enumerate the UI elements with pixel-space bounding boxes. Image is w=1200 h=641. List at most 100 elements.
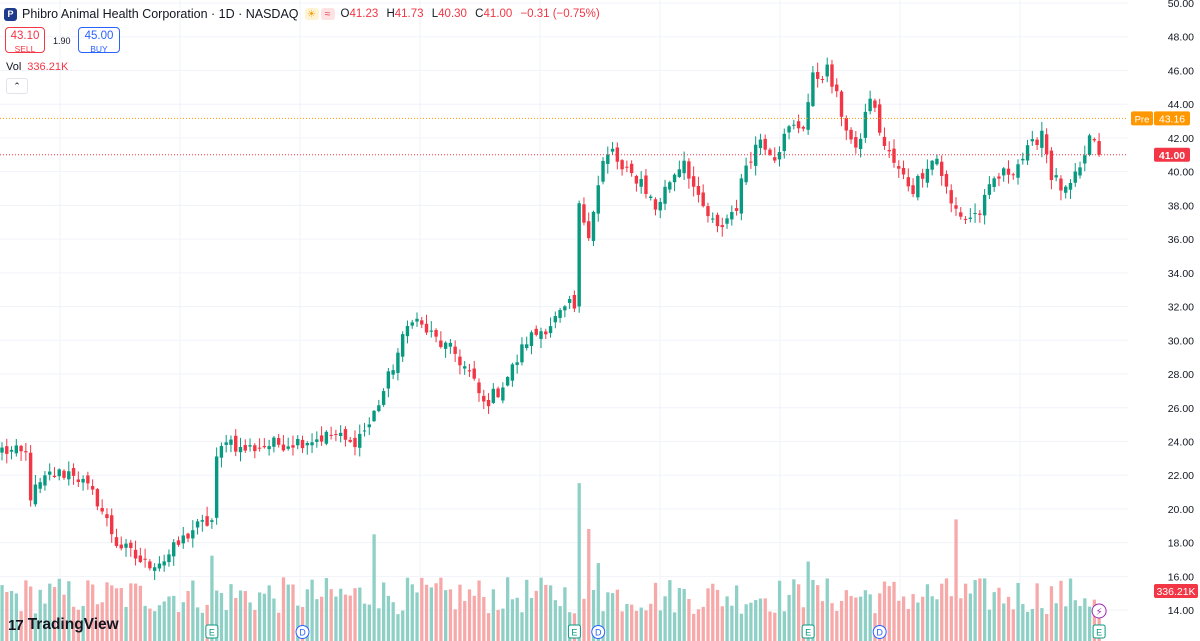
candle-body (1040, 130, 1044, 148)
volume-bar (415, 592, 419, 641)
volume-bar (339, 588, 343, 641)
low-value: 40.30 (438, 8, 467, 20)
volume-bar (930, 596, 934, 641)
volume-bar (711, 583, 715, 641)
candle-body (324, 431, 329, 444)
sell-button[interactable]: 43.10 SELL (5, 27, 45, 53)
candle-body (582, 204, 586, 223)
candle-body (959, 212, 963, 217)
volume-bar (525, 579, 529, 641)
candle-body (649, 196, 653, 199)
volume-bar (57, 578, 61, 641)
volume-bar (610, 593, 615, 641)
volume-bar (692, 613, 696, 641)
volume-bar (596, 563, 600, 641)
candle-body (176, 540, 181, 545)
company-logo-icon: P (4, 7, 17, 21)
volume-bar (86, 580, 90, 641)
volume-bar (1006, 596, 1011, 641)
volume-bar (1078, 606, 1082, 641)
buy-label: BUY (90, 43, 108, 54)
candle-body (763, 138, 767, 150)
volume-legend[interactable]: Vol 336.21K (6, 61, 68, 73)
volume-bar (14, 593, 19, 641)
volume-bar (1073, 600, 1077, 641)
volume-bar (859, 596, 863, 641)
candle-body (610, 148, 615, 152)
candle-body (181, 535, 185, 544)
candle-body (539, 331, 543, 339)
volume-bar (172, 595, 176, 641)
candle-body (67, 471, 71, 480)
y-tick-label: 38.00 (1168, 200, 1194, 212)
candle-body (563, 306, 567, 311)
candle-body (86, 475, 90, 484)
volume-bar (224, 610, 228, 641)
volume-bar (744, 604, 748, 641)
candle-body (310, 442, 314, 446)
y-tick-label: 32.00 (1168, 302, 1194, 314)
volume-bar (558, 606, 562, 641)
y-tick-label: 18.00 (1168, 538, 1194, 550)
volume-bar (81, 605, 85, 641)
collapse-chevron-icon[interactable]: ⌃ (6, 78, 28, 94)
candle-body (505, 376, 510, 386)
candle-body (286, 446, 290, 449)
candle-body (525, 344, 529, 349)
candle-body (167, 554, 171, 563)
candle-body (424, 323, 429, 333)
candle-body (296, 438, 300, 446)
candle-body (901, 167, 906, 175)
buy-button[interactable]: 45.00 BUY (78, 27, 120, 53)
volume-bar (463, 601, 467, 641)
candle-body (916, 175, 920, 198)
candle-body (219, 446, 224, 458)
volume-bar (310, 579, 314, 641)
candle-body (1068, 182, 1073, 190)
tradingview-branding[interactable]: 17 TradingView (8, 615, 119, 635)
volume-bar (935, 599, 939, 641)
candle-body (210, 520, 214, 522)
y-tick-label: 30.00 (1168, 335, 1194, 347)
candle-body (1044, 134, 1049, 155)
candle-body (501, 387, 505, 401)
candle-body (415, 318, 419, 322)
volume-bar (114, 588, 119, 641)
symbol-title[interactable]: Phibro Animal Health Corporation · 1D · … (22, 7, 299, 21)
volume-bar (391, 602, 395, 641)
volume-bar (38, 589, 42, 641)
volume-bar (949, 596, 953, 641)
volume-bar (33, 613, 38, 641)
candle-body (100, 507, 104, 512)
volume-bar (153, 611, 157, 641)
tradingview-name: TradingView (27, 616, 119, 633)
candle-body (319, 435, 324, 442)
volume-bar (234, 598, 238, 641)
volume-bar (257, 592, 262, 641)
volume-bar (606, 592, 610, 641)
candle-body (796, 121, 801, 129)
candle-body (978, 213, 982, 215)
candle-body (148, 561, 152, 569)
candle-body (1030, 139, 1035, 142)
candle-body (782, 133, 786, 152)
volume-bar (644, 610, 648, 641)
y-tick-label: 16.00 (1168, 571, 1194, 583)
volume-bar (672, 612, 677, 641)
volume-bar (243, 591, 247, 641)
volume-bar (696, 609, 701, 641)
volume-bar (1097, 605, 1101, 641)
volume-bar (329, 589, 333, 641)
volume-bar (62, 594, 66, 641)
volume-bar (754, 600, 758, 641)
sun-icon: ☀ (304, 8, 319, 20)
candle-body (529, 332, 534, 346)
market-status[interactable]: ☀ ≈ (304, 8, 335, 20)
volume-bar (844, 590, 848, 641)
candle-body (753, 144, 758, 166)
volume-bar (291, 584, 295, 641)
candle-body (773, 157, 777, 161)
volume-bar (811, 579, 815, 641)
candle-body (9, 449, 14, 452)
